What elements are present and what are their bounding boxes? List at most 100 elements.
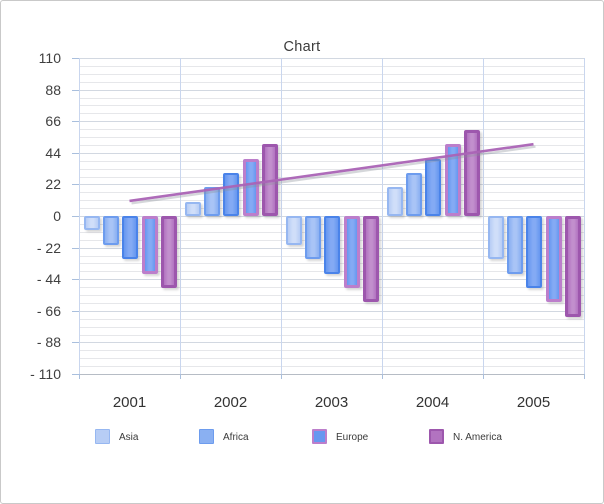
bar-n-america-2003: [362, 216, 379, 303]
minor-gridline: [79, 137, 584, 138]
bar-europe-2001: [141, 216, 158, 274]
minor-gridline: [79, 73, 584, 75]
minor-gridline: [79, 200, 584, 202]
y-tick-label: - 44: [36, 271, 61, 288]
x-tick: [584, 374, 585, 379]
bar-asia-2005: [487, 216, 504, 260]
y-tick-label: 88: [45, 81, 61, 98]
bar-asia-2003: [285, 216, 302, 245]
bar-series3-2002: [223, 172, 240, 216]
y-tick-label: 0: [53, 208, 61, 224]
bar-series3-2001: [122, 216, 139, 260]
minor-gridline: [79, 192, 584, 194]
bar-asia-2004: [386, 187, 403, 216]
minor-gridline: [79, 168, 584, 170]
x-category-label: 2002: [213, 394, 248, 411]
y-tick-label: 66: [45, 113, 61, 130]
x-category-label: 2005: [516, 394, 551, 411]
bar-africa-2005: [506, 216, 523, 274]
minor-gridline: [79, 105, 584, 107]
minor-gridline: [79, 144, 584, 146]
minor-gridline: [79, 334, 584, 336]
x-axis-line: [74, 374, 584, 375]
major-gridline: [79, 184, 584, 186]
x-tick: [79, 374, 80, 379]
major-gridline: [79, 374, 584, 375]
bar-n-america-2001: [160, 216, 177, 288]
legend-swatch-africa: [199, 429, 214, 444]
bar-asia-2001: [83, 216, 100, 231]
y-tick-label: - 66: [36, 302, 61, 319]
major-gridline: [79, 216, 584, 217]
minor-gridline: [79, 350, 584, 352]
y-tick: [72, 58, 79, 59]
minor-gridline: [79, 231, 584, 233]
x-tick: [180, 374, 181, 379]
major-gridline: [79, 279, 584, 281]
x-tick: [483, 374, 484, 379]
legend-label-n-america: N. America: [453, 432, 502, 443]
bar-asia-2002: [184, 201, 201, 216]
bar-n-america-2005: [564, 216, 581, 317]
bar-series3-2003: [324, 216, 341, 274]
x-category-label: 2001: [112, 394, 147, 411]
bar-n-america-2004: [463, 129, 480, 216]
major-gridline: [79, 247, 584, 249]
minor-gridline: [79, 295, 584, 296]
minor-gridline: [79, 113, 584, 115]
y-tick: [72, 89, 79, 91]
major-gridline: [79, 152, 584, 154]
minor-gridline: [79, 129, 584, 131]
minor-gridline: [79, 223, 584, 225]
x-category-label: 2004: [415, 394, 450, 411]
y-tick-label: - 88: [36, 334, 61, 351]
bar-africa-2001: [102, 216, 119, 245]
bar-europe-2005: [545, 216, 562, 303]
minor-gridline: [79, 263, 584, 265]
y-tick: [72, 184, 79, 186]
minor-gridline: [79, 271, 584, 273]
minor-gridline: [79, 239, 584, 241]
bar-africa-2003: [304, 216, 321, 260]
minor-gridline: [79, 287, 584, 289]
vertical-gridline: [79, 58, 80, 374]
y-tick-label: - 22: [36, 239, 61, 256]
x-tick: [382, 374, 383, 379]
minor-gridline: [79, 358, 584, 360]
major-gridline: [79, 310, 584, 312]
major-gridline: [79, 58, 584, 59]
vertical-gridline: [382, 58, 383, 374]
bar-series3-2004: [425, 158, 442, 216]
major-gridline: [79, 89, 584, 91]
trendline: [129, 142, 534, 203]
minor-gridline: [79, 326, 584, 328]
vertical-gridline: [281, 58, 282, 374]
legend-swatch-n-america: [429, 429, 444, 444]
legend-label-africa: Africa: [223, 432, 249, 443]
legend-swatch-europe: [312, 429, 327, 444]
y-tick-label: 22: [45, 176, 61, 193]
y-tick: [72, 121, 79, 123]
minor-gridline: [79, 65, 584, 67]
legend-swatch-asia: [95, 429, 110, 444]
y-tick: [72, 279, 79, 281]
minor-gridline: [79, 318, 584, 320]
y-tick: [72, 342, 79, 344]
vertical-gridline: [584, 58, 585, 374]
bar-europe-2003: [343, 216, 360, 288]
bar-europe-2004: [444, 144, 461, 216]
minor-gridline: [79, 97, 584, 99]
y-tick-label: - 110: [30, 366, 61, 382]
bar-series3-2005: [526, 216, 543, 288]
major-gridline: [79, 121, 584, 123]
vertical-gridline: [180, 58, 181, 374]
vertical-gridline: [483, 58, 484, 374]
major-gridline: [79, 342, 584, 344]
